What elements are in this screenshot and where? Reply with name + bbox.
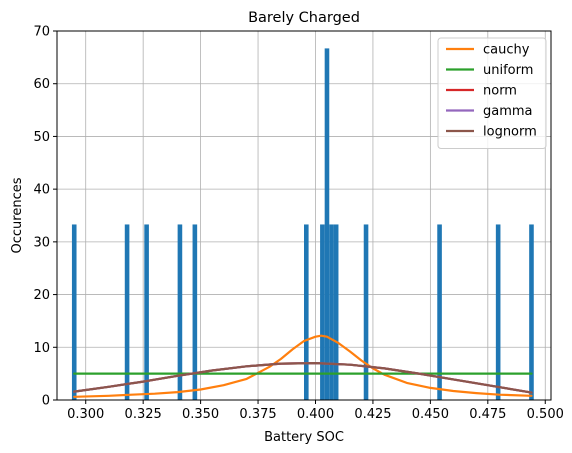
x-tick-label: 0.375: [239, 407, 276, 422]
histogram-bar: [329, 224, 334, 400]
histogram-bar: [71, 224, 77, 400]
legend-label-gamma: gamma: [483, 104, 533, 119]
x-tick-label: 0.350: [182, 407, 219, 422]
y-axis-label: Occurences: [10, 177, 25, 253]
y-tick-label: 10: [33, 341, 50, 356]
y-tick-label: 20: [33, 288, 50, 303]
histogram-bar: [177, 224, 183, 400]
x-tick-label: 0.500: [527, 407, 564, 422]
x-tick-label: 0.475: [469, 407, 506, 422]
histogram-bar: [529, 224, 534, 400]
histogram-bar: [144, 224, 149, 400]
y-tick-label: 60: [33, 77, 50, 92]
y-tick-label: 70: [33, 25, 50, 40]
x-axis-ticks: 0.300 0.325 0.350 0.375 0.400 0.425 0.450 0.475…: [67, 400, 564, 422]
series-line-cauchy: [73, 334, 533, 398]
histogram-bar: [124, 224, 130, 400]
plot-frame: [56, 30, 552, 401]
histogram-bar: [192, 224, 198, 400]
y-tick-label: 40: [33, 183, 50, 198]
legend-label-norm: norm: [483, 84, 517, 99]
legend-label-lognorm: lognorm: [483, 125, 537, 140]
legend-label-uniform: uniform: [483, 63, 533, 78]
x-axis-label: Battery SOC: [264, 430, 344, 445]
y-tick-label: 30: [33, 235, 50, 250]
y-axis-ticks: 0 10 20 30 40 50 60 70: [33, 25, 57, 409]
y-tick-label: 0: [42, 394, 50, 409]
histogram-bar: [304, 224, 309, 400]
histogram-bar: [320, 224, 325, 400]
histogram-bar: [495, 224, 501, 400]
chart-title: Barely Charged: [248, 10, 360, 26]
x-tick-label: 0.325: [125, 407, 162, 422]
histogram-bars: [71, 48, 534, 400]
x-tick-label: 0.450: [412, 407, 449, 422]
histogram-bar: [363, 224, 369, 400]
x-tick-label: 0.300: [67, 407, 104, 422]
fit-lines: [73, 334, 533, 398]
histogram-bar: [437, 224, 442, 400]
legend-box: [437, 37, 547, 149]
histogram-bar: [333, 224, 339, 400]
series-line-lognorm: [73, 362, 533, 394]
legend-label-cauchy: cauchy: [483, 43, 530, 58]
x-tick-label: 0.400: [297, 407, 334, 422]
legend: cauchy uniform norm gamma lognorm: [437, 37, 547, 149]
x-tick-label: 0.425: [354, 407, 391, 422]
histogram-bar: [324, 48, 330, 400]
y-tick-label: 50: [33, 130, 50, 145]
